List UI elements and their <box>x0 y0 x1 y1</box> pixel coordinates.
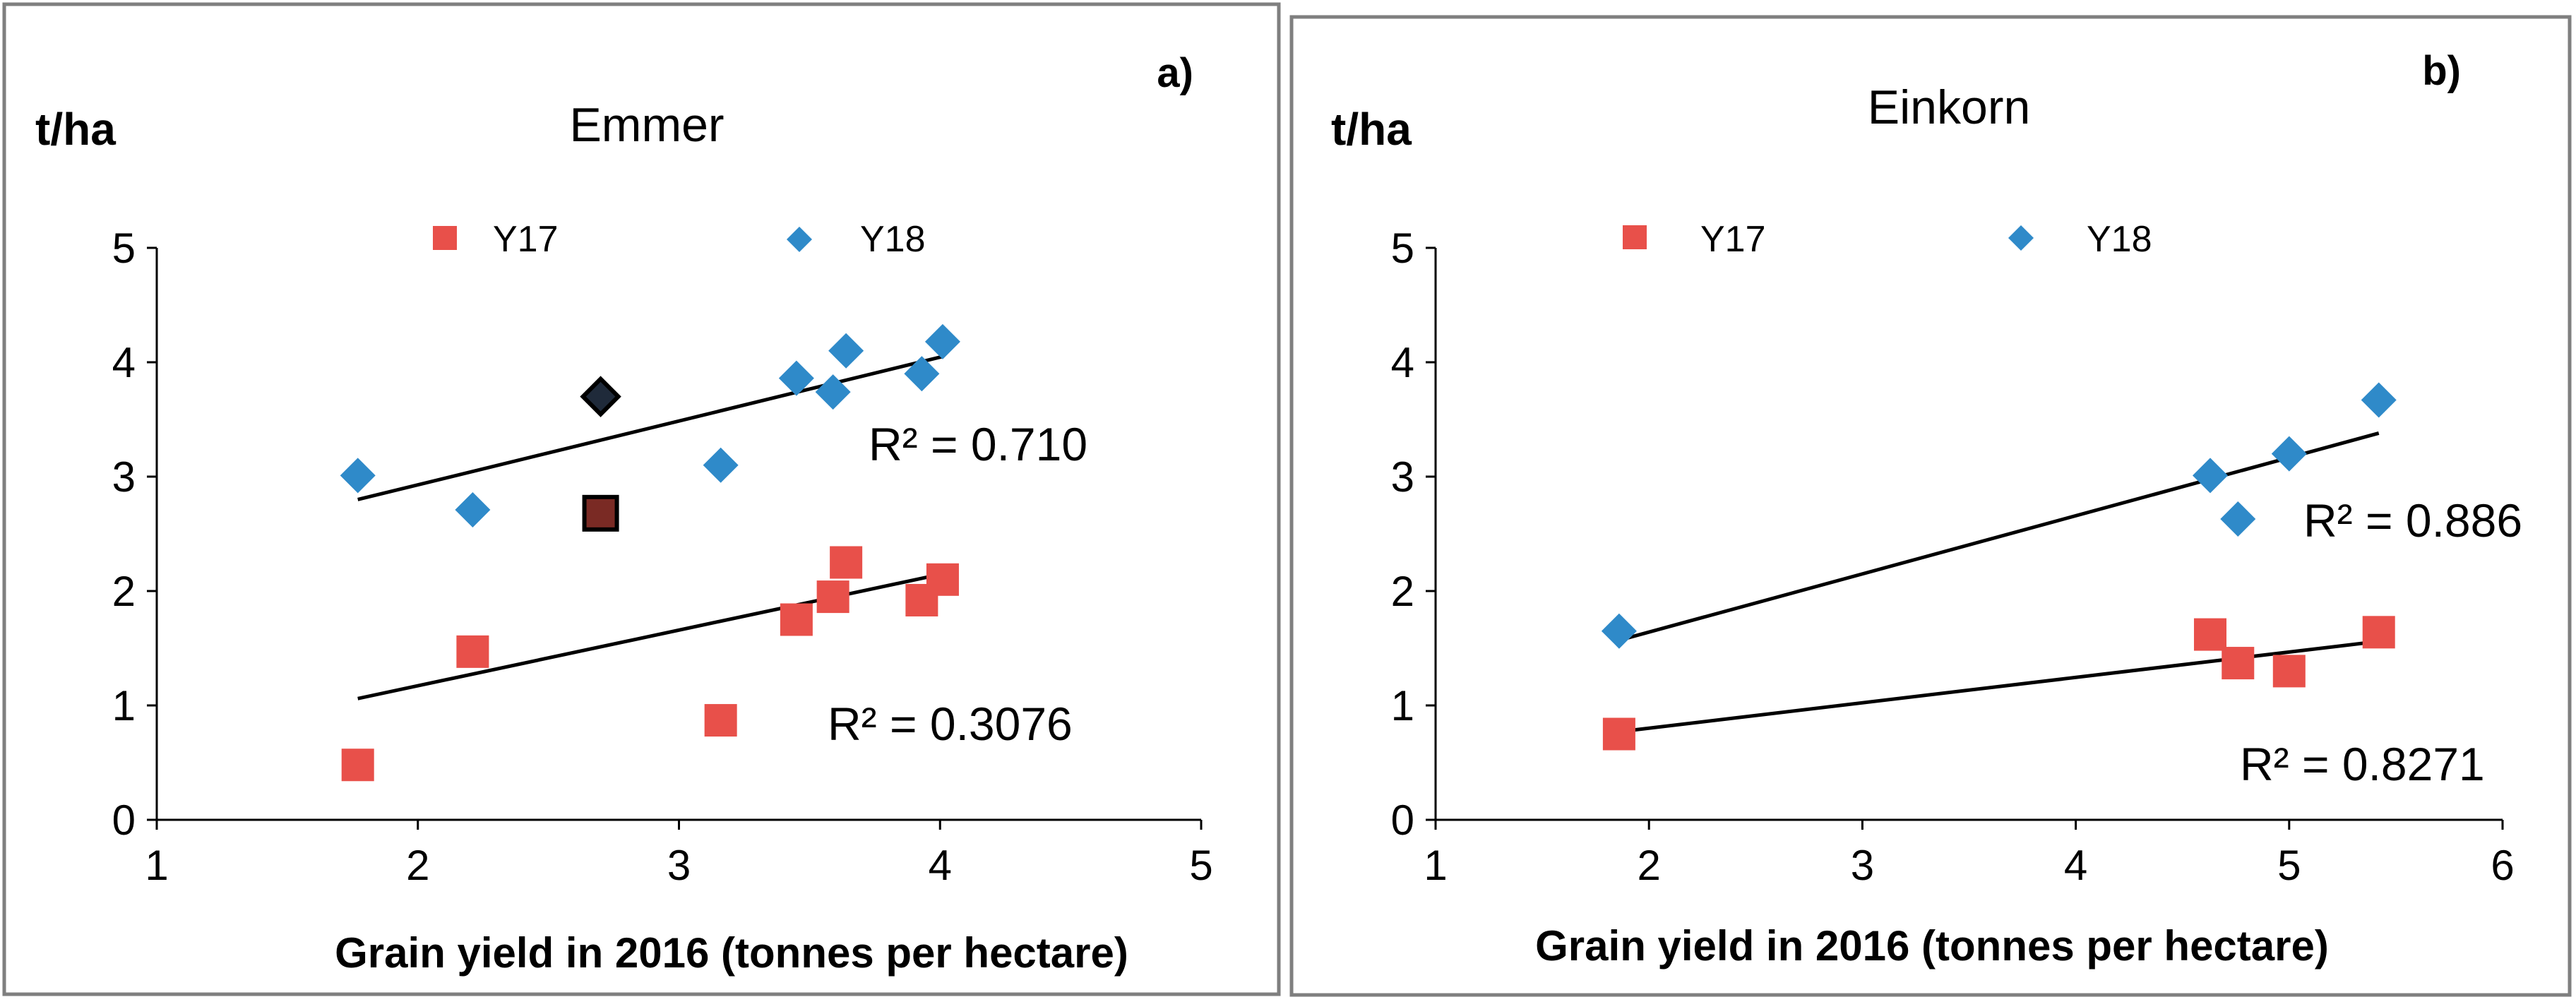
data-point-y18 <box>2271 436 2307 472</box>
chart-title: Einkorn <box>1868 80 2031 134</box>
data-points <box>340 323 960 782</box>
trendline-y18 <box>357 354 943 501</box>
panel-frame <box>1289 15 2572 997</box>
data-points <box>1601 382 2397 751</box>
data-point-y17 <box>341 748 374 782</box>
data-point-y18 <box>455 491 491 527</box>
legend-label-y18: Y18 <box>860 219 926 260</box>
r2-label-y18: R² = 0.710 <box>869 418 1087 470</box>
panel-frame <box>2 2 1281 996</box>
r2-label-y17: R² = 0.3076 <box>828 698 1073 750</box>
y-tick-label: 1 <box>1391 682 1414 729</box>
x-tick-label: 5 <box>1189 842 1212 889</box>
y-tick-label: 4 <box>112 339 136 386</box>
data-point-y17 <box>1602 717 1635 751</box>
x-tick-label: 2 <box>1638 842 1661 889</box>
y-tick-label: 3 <box>112 453 136 501</box>
data-point-y17 <box>704 704 737 737</box>
y-tick-label: 5 <box>1391 225 1414 272</box>
x-axis-label: Grain yield in 2016 (tonnes per hectare) <box>1535 922 2329 970</box>
y-tick-label: 5 <box>112 225 136 272</box>
data-point-y18 <box>2220 501 2256 537</box>
x-tick-label: 4 <box>929 842 952 889</box>
data-point-y17 <box>2362 616 2395 649</box>
data-point-y18 <box>924 323 960 359</box>
chart-title: Emmer <box>569 98 724 152</box>
x-tick-label: 1 <box>145 842 168 889</box>
data-point-y17 <box>2222 647 2255 680</box>
y-axis-label: t/ha <box>35 104 116 155</box>
highlighted-point-y17 <box>582 494 619 532</box>
legend-label-y17: Y17 <box>1700 219 1766 260</box>
legend: Y17 Y18 <box>1623 219 2152 260</box>
legend-label-y18: Y18 <box>2087 219 2152 260</box>
data-point-y18 <box>828 333 864 369</box>
data-point-y17 <box>2193 618 2226 651</box>
data-point-y18 <box>1601 613 1637 649</box>
x-tick-label: 1 <box>1424 842 1447 889</box>
legend-marker-y17 <box>1623 225 1647 249</box>
legend-marker-y17 <box>433 226 457 250</box>
x-tick-label: 6 <box>2491 842 2514 889</box>
legend-marker-y18 <box>2008 225 2034 251</box>
data-point-y18 <box>904 356 940 392</box>
legend-marker-y18 <box>787 227 812 252</box>
panel-label: b) <box>2422 48 2461 94</box>
data-point-y18 <box>815 374 851 410</box>
data-point-y18 <box>778 360 814 396</box>
data-point-y18 <box>340 458 376 494</box>
y-tick-label: 1 <box>112 682 136 729</box>
y-axis-label: t/ha <box>1331 104 1412 155</box>
r2-label-y17: R² = 0.8271 <box>2240 738 2485 790</box>
panel-einkorn: b) Einkorn t/ha Grain yield in 2016 (ton… <box>1289 15 2572 997</box>
x-axis-label: Grain yield in 2016 (tonnes per hectare) <box>335 929 1128 977</box>
data-point-y17 <box>816 580 849 614</box>
r2-label-y18: R² = 0.886 <box>2303 494 2522 547</box>
x-tick-label: 5 <box>2277 842 2301 889</box>
x-tick-label: 4 <box>2064 842 2087 889</box>
data-point-y18 <box>2192 458 2228 494</box>
legend: Y17 Y18 <box>433 219 926 260</box>
panel-label: a) <box>1157 50 1193 96</box>
y-tick-label: 3 <box>1391 453 1414 501</box>
x-tick-label: 3 <box>667 842 691 889</box>
highlighted-point-y18 <box>580 376 621 417</box>
data-point-y18 <box>703 447 739 483</box>
data-point-y17 <box>926 563 959 596</box>
x-tick-label: 3 <box>1851 842 1874 889</box>
legend-label-y17: Y17 <box>493 219 559 260</box>
data-point-y17 <box>780 603 813 636</box>
y-tick-label: 2 <box>1391 568 1414 615</box>
trendline-y18 <box>1618 431 2380 643</box>
data-point-y17 <box>456 635 489 668</box>
panel-emmer: a) Emmer t/ha Grain yield in 2016 (tonne… <box>2 2 1281 996</box>
y-tick-label: 2 <box>112 568 136 615</box>
y-tick-label: 4 <box>1391 339 1414 386</box>
y-tick-label: 0 <box>112 797 136 844</box>
y-tick-label: 0 <box>1391 797 1414 844</box>
data-point-y18 <box>2361 382 2397 418</box>
x-tick-label: 2 <box>406 842 429 889</box>
data-point-y17 <box>2272 655 2306 688</box>
data-point-y17 <box>830 546 863 579</box>
